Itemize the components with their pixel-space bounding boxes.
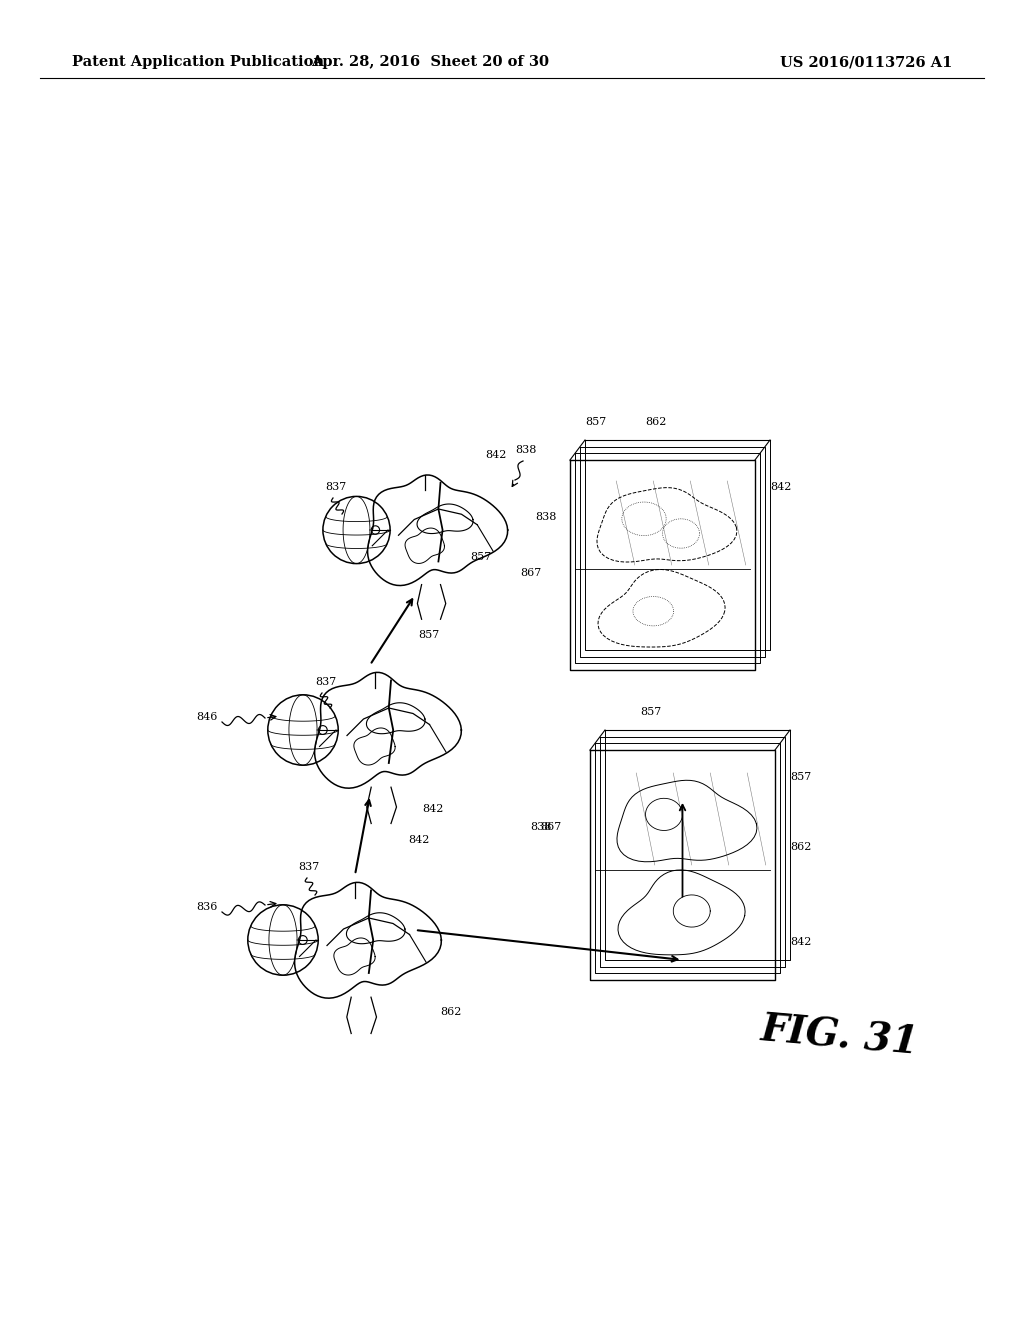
Text: 857: 857 bbox=[585, 417, 606, 426]
Text: 842: 842 bbox=[408, 836, 429, 845]
Text: 842: 842 bbox=[422, 804, 443, 814]
Text: FIG. 31: FIG. 31 bbox=[759, 1010, 921, 1063]
Text: 857: 857 bbox=[418, 630, 439, 640]
Text: 867: 867 bbox=[520, 568, 542, 578]
Text: 862: 862 bbox=[440, 1007, 462, 1016]
Text: 838: 838 bbox=[515, 445, 537, 455]
Text: 837: 837 bbox=[298, 862, 319, 873]
Text: 836: 836 bbox=[197, 902, 218, 912]
Text: 842: 842 bbox=[485, 450, 507, 459]
Text: 857: 857 bbox=[470, 552, 492, 562]
Text: 857: 857 bbox=[640, 708, 662, 717]
Text: 857: 857 bbox=[790, 772, 811, 781]
Text: 837: 837 bbox=[315, 677, 336, 686]
Text: 862: 862 bbox=[645, 417, 667, 426]
Text: 862: 862 bbox=[790, 842, 811, 851]
Text: 842: 842 bbox=[790, 937, 811, 946]
Text: Apr. 28, 2016  Sheet 20 of 30: Apr. 28, 2016 Sheet 20 of 30 bbox=[311, 55, 549, 69]
Text: 842: 842 bbox=[770, 482, 792, 492]
Text: 867: 867 bbox=[540, 822, 561, 833]
Text: 838: 838 bbox=[535, 512, 556, 521]
Text: US 2016/0113726 A1: US 2016/0113726 A1 bbox=[779, 55, 952, 69]
Text: 846: 846 bbox=[197, 711, 218, 722]
Text: 838: 838 bbox=[530, 822, 551, 832]
Text: Patent Application Publication: Patent Application Publication bbox=[72, 55, 324, 69]
Text: 837: 837 bbox=[325, 482, 346, 492]
